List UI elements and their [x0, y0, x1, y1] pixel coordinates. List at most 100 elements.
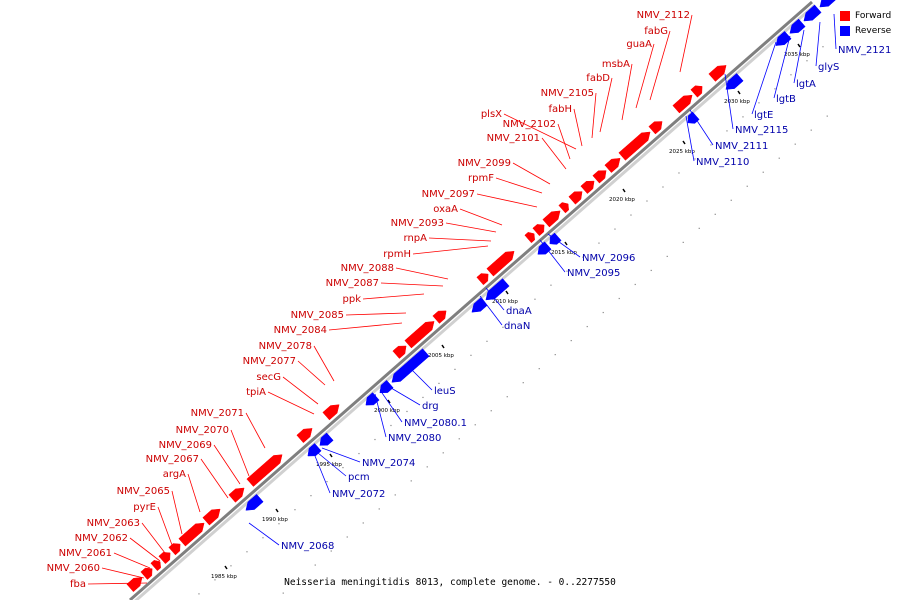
guide-dot [598, 242, 600, 244]
forward-leader [459, 208, 503, 226]
guide-dot [458, 438, 460, 440]
reverse-gene-label-nmv-2074: NMV_2074 [362, 458, 415, 469]
forward-gene-label-nmv-2063: NMV_2063 [87, 518, 140, 529]
forward-gene-label-nmv-2102: NMV_2102 [503, 119, 556, 130]
guide-dot [358, 452, 360, 455]
guide-dot [614, 228, 616, 230]
guide-dot [394, 494, 396, 496]
legend: Forward Reverse [840, 8, 891, 38]
reverse-gene-label-glys: glyS [818, 62, 839, 73]
guide-dot [758, 102, 760, 104]
reverse-leader [539, 239, 566, 273]
forward-gene-arrow [486, 251, 515, 277]
forward-leader [200, 458, 229, 499]
forward-gene-arrow [648, 121, 663, 135]
forward-leader [245, 412, 266, 449]
forward-leader [621, 63, 633, 121]
forward-gene-label-rpmf: rpmF [468, 173, 494, 184]
reverse-gene-label-nmv-2080-1: NMV_2080.1 [404, 418, 467, 429]
reverse-gene-label-nmv-2110: NMV_2110 [696, 157, 749, 168]
forward-gene-label-nmv-2060: NMV_2060 [47, 563, 100, 574]
reverse-gene-arrow [819, 0, 836, 8]
reverse-gene-label-dnaa: dnaA [506, 306, 532, 317]
guide-dot [618, 297, 620, 300]
reverse-leader [815, 21, 821, 67]
guide-dot [566, 270, 568, 272]
guide-dot [762, 171, 764, 173]
reverse-leader [248, 522, 280, 546]
guide-dot [470, 354, 472, 356]
reverse-leader [773, 35, 791, 99]
forward-leader [557, 123, 571, 160]
reverse-gene-arrow [307, 443, 322, 457]
guide-dot [294, 509, 296, 511]
forward-gene-label-nmv-2078: NMV_2078 [259, 341, 312, 352]
guide-dot [678, 172, 680, 174]
reverse-gene-label-nmv-2111: NMV_2111 [715, 141, 768, 152]
reverse-leader [479, 295, 503, 326]
forward-leader [141, 522, 166, 554]
guide-dot [534, 298, 536, 300]
guide-dot [746, 185, 748, 187]
forward-gene-label-nmv-2070: NMV_2070 [176, 425, 229, 436]
guide-dot [342, 466, 344, 469]
tick-mark [797, 43, 801, 48]
tick-label: 2030 kbp [724, 99, 750, 105]
guide-dot [822, 46, 824, 48]
forward-leader [230, 429, 250, 477]
forward-gene-label-fba: fba [70, 579, 86, 590]
tick-label: 1995 kbp [316, 462, 342, 468]
forward-gene-label-plsx: plsX [481, 109, 502, 120]
forward-leader [512, 162, 551, 185]
guide-dot [662, 186, 664, 188]
forward-gene-arrow [476, 273, 489, 286]
guide-dot [454, 368, 456, 370]
reverse-leader [385, 384, 421, 406]
guide-dot [518, 312, 520, 314]
guide-dot [730, 199, 732, 201]
tick-label: 1985 kbp [211, 574, 237, 580]
forward-gene-label-nmv-2099: NMV_2099 [458, 158, 511, 169]
guide-dot [630, 214, 632, 216]
guide-dot [570, 339, 572, 342]
reverse-gene-arrow [789, 18, 806, 34]
forward-gene-label-ppk: ppk [343, 294, 362, 305]
guide-dot [390, 424, 392, 427]
tick-mark [275, 508, 279, 513]
guide-dot [310, 495, 312, 497]
guide-dot [298, 578, 300, 580]
guide-dot [438, 382, 440, 385]
forward-leader [101, 567, 145, 579]
guide-dot [246, 551, 248, 553]
forward-gene-arrow [228, 487, 245, 503]
guide-dot [742, 116, 744, 118]
forward-gene-label-nmv-2093: NMV_2093 [391, 218, 444, 229]
guide-dot [778, 157, 780, 159]
guide-dot [490, 410, 492, 412]
forward-gene-label-nmv-2077: NMV_2077 [243, 356, 296, 367]
guide-dot [502, 326, 504, 328]
reverse-gene-label-nmv-2115: NMV_2115 [735, 125, 788, 136]
reverse-leader [379, 389, 403, 423]
forward-leader [573, 108, 583, 147]
guide-dot [362, 522, 364, 524]
forward-gene-label-tpia: tpiA [246, 387, 266, 398]
forward-leader [297, 360, 326, 386]
guide-dot [806, 60, 808, 62]
forward-gene-arrow [558, 202, 569, 214]
legend-reverse-label: Reverse [855, 25, 892, 36]
reverse-leader [547, 233, 581, 258]
forward-gene-arrow [140, 567, 153, 580]
reverse-leader [793, 29, 805, 84]
tick-label: 2010 kbp [492, 299, 518, 305]
forward-leader [313, 345, 335, 382]
forward-leader [328, 322, 403, 331]
reverse-leader [833, 13, 837, 50]
reverse-leader [685, 115, 695, 162]
forward-leader [428, 237, 492, 242]
forward-swatch [840, 10, 850, 21]
forward-leader [87, 582, 148, 585]
guide-dot [646, 200, 648, 202]
forward-gene-label-nmv-2069: NMV_2069 [159, 440, 212, 451]
